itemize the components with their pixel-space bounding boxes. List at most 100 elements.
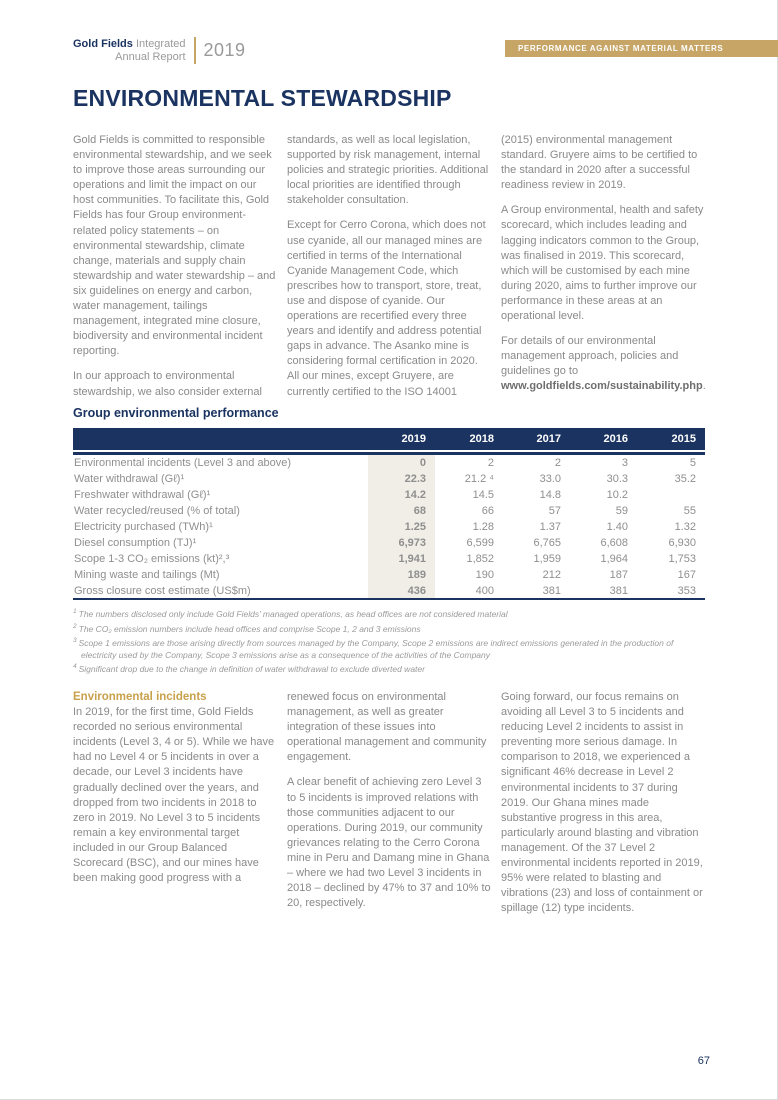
cell-value: 21.2 ⁴ xyxy=(464,473,494,485)
cell-value: 6,930 xyxy=(668,537,696,549)
cell-value: 1.28 xyxy=(472,521,494,533)
cell-value: 189 xyxy=(368,567,435,583)
table-row: Water recycled/reused (% of total) 68 66… xyxy=(73,503,705,519)
cell-value: 2 xyxy=(487,457,494,469)
cell-value: 57 xyxy=(548,505,561,517)
cell-value xyxy=(637,487,705,503)
cell-value: 1,964 xyxy=(600,553,628,565)
paragraph: standards, as well as local legislation,… xyxy=(287,134,489,207)
paragraph-text: For details of our environmental managem… xyxy=(501,335,679,378)
cell-value: 1,959 xyxy=(533,553,561,565)
footnote-marker: 3 xyxy=(73,637,77,644)
brand-sub2: Annual Report xyxy=(115,50,186,63)
footnote: 1 The numbers disclosed only include Gold… xyxy=(73,606,705,621)
performance-table: Environmental incidents (Level 3 and abo… xyxy=(73,455,705,600)
cell-value: 1.40 xyxy=(606,521,628,533)
cell-value: 0 xyxy=(368,455,435,471)
footnote: 2 The CO₂ emission numbers include head o… xyxy=(73,621,705,636)
cell-value: 1.25 xyxy=(368,519,435,535)
footnote-text: The CO₂ emission numbers include head of… xyxy=(78,623,421,634)
paragraph: In 2019, for the first time, Gold Fields… xyxy=(73,706,275,885)
intro-columns: Gold Fields is committed to responsible … xyxy=(73,133,706,410)
year-header-2018: 2018 xyxy=(469,433,494,445)
footnote-text: Scope 1 emissions are those arising dire… xyxy=(78,638,674,660)
section-column-3: Going forward, our focus remains on avoi… xyxy=(501,690,705,926)
cell-value: 14.8 xyxy=(539,489,561,501)
table-footnotes: 1 The numbers disclosed only include Gold… xyxy=(73,606,705,676)
cell-value: 55 xyxy=(683,505,696,517)
table-row: Scope 1-3 CO₂ emissions (kt)²,³ 1,941 1,… xyxy=(73,551,705,567)
paragraph: In our approach to environmental steward… xyxy=(73,370,262,398)
cell-value: 1.32 xyxy=(674,521,696,533)
cell-value: 5 xyxy=(689,457,696,469)
cell-value: 66 xyxy=(481,505,494,517)
year-header-2017: 2017 xyxy=(536,433,561,445)
footnote: 3 Scope 1 emissions are those arising dir… xyxy=(73,635,705,661)
table-row: Diesel consumption (TJ)¹ 6,973 6,599 6,7… xyxy=(73,535,705,551)
table-row: Gross closure cost estimate (US$m) 436 4… xyxy=(73,583,705,599)
cell-value: 167 xyxy=(677,569,696,581)
table-divider-rule xyxy=(73,452,705,455)
cell-value: 353 xyxy=(677,584,696,597)
cell-value: 10.2 xyxy=(606,489,628,501)
table-row: Environmental incidents (Level 3 and abo… xyxy=(73,455,705,471)
section-banner: PERFORMANCE AGAINST MATERIAL MATTERS xyxy=(505,40,778,57)
paragraph: Except for Cerro Corona, which does not … xyxy=(287,219,486,398)
cell-value: 14.5 xyxy=(472,489,494,501)
paragraph: Gold Fields is committed to responsible … xyxy=(73,134,276,358)
year-header-2015: 2015 xyxy=(671,433,696,445)
page-number: 67 xyxy=(697,1055,710,1067)
year-header-2016: 2016 xyxy=(603,433,628,445)
cell-value: 1,941 xyxy=(368,551,435,567)
cell-value: 30.3 xyxy=(606,473,628,485)
cell-value: 400 xyxy=(475,584,494,597)
table-row: Freshwater withdrawal (Gℓ)¹ 14.2 14.5 14… xyxy=(73,487,705,503)
cell-value: 1.37 xyxy=(539,521,561,533)
brand-sub1: Integrated xyxy=(132,37,186,50)
row-label: Diesel consumption (TJ)¹ xyxy=(74,537,197,549)
table-row: Electricity purchased (TWh)¹ 1.25 1.28 1… xyxy=(73,519,705,535)
environmental-incidents-section: Environmental incidents In 2019, for the… xyxy=(73,690,705,926)
cell-value: 6,765 xyxy=(533,537,561,549)
cell-value: 14.2 xyxy=(368,487,435,503)
brand-name: Gold Fields xyxy=(73,37,133,50)
paragraph: renewed focus on environmental managemen… xyxy=(287,691,487,764)
table-row: Mining waste and tailings (Mt) 189 190 2… xyxy=(73,567,705,583)
section-column-2: renewed focus on environmental managemen… xyxy=(287,690,491,926)
cell-value: 6,599 xyxy=(466,537,494,549)
table-header-row: 2019 2018 2017 2016 2015 xyxy=(73,428,705,450)
section-heading: Environmental incidents xyxy=(73,691,207,703)
cell-value: 59 xyxy=(615,505,628,517)
footnote-marker: 2 xyxy=(73,622,77,630)
cell-value: 1,753 xyxy=(668,553,696,565)
paragraph: (2015) environmental management standard… xyxy=(501,134,698,192)
footnote-marker: 4 xyxy=(73,663,77,670)
section-column-1: Environmental incidents In 2019, for the… xyxy=(73,690,277,926)
paragraph: Going forward, our focus remains on avoi… xyxy=(501,691,703,915)
row-label: Scope 1-3 CO₂ emissions (kt)²,³ xyxy=(74,553,230,565)
cell-value: 436 xyxy=(368,583,435,599)
intro-column-1: Gold Fields is committed to responsible … xyxy=(73,133,277,410)
group-environmental-performance: Group environmental performance 2019 201… xyxy=(73,406,705,676)
table-title: Group environmental performance xyxy=(73,406,279,420)
paragraph: A clear benefit of achieving zero Level … xyxy=(287,776,491,910)
row-label: Gross closure cost estimate (US$m) xyxy=(74,584,251,597)
footnote-marker: 1 xyxy=(73,608,77,615)
footnote: 4 Significant drop due to the change in d… xyxy=(73,661,705,676)
cell-value: 381 xyxy=(542,584,561,597)
intro-column-2: standards, as well as local legislation,… xyxy=(287,133,491,410)
row-label: Water recycled/reused (% of total) xyxy=(74,505,240,517)
sustainability-url[interactable]: www.goldfields.com/sustainability.php xyxy=(501,380,703,393)
cell-value: 2 xyxy=(554,457,561,469)
row-label: Environmental incidents (Level 3 and abo… xyxy=(74,457,292,469)
cell-value: 212 xyxy=(542,569,561,581)
cell-value: 68 xyxy=(368,503,435,519)
intro-column-3: (2015) environmental management standard… xyxy=(501,133,706,410)
cell-value: 381 xyxy=(609,584,628,597)
paragraph: A Group environmental, health and safety… xyxy=(501,204,704,323)
row-label: Electricity purchased (TWh)¹ xyxy=(74,521,213,533)
row-label: Water withdrawal (Gℓ)¹ xyxy=(74,473,185,485)
cell-value: 33.0 xyxy=(539,473,561,485)
cell-value: 1,852 xyxy=(466,553,494,565)
